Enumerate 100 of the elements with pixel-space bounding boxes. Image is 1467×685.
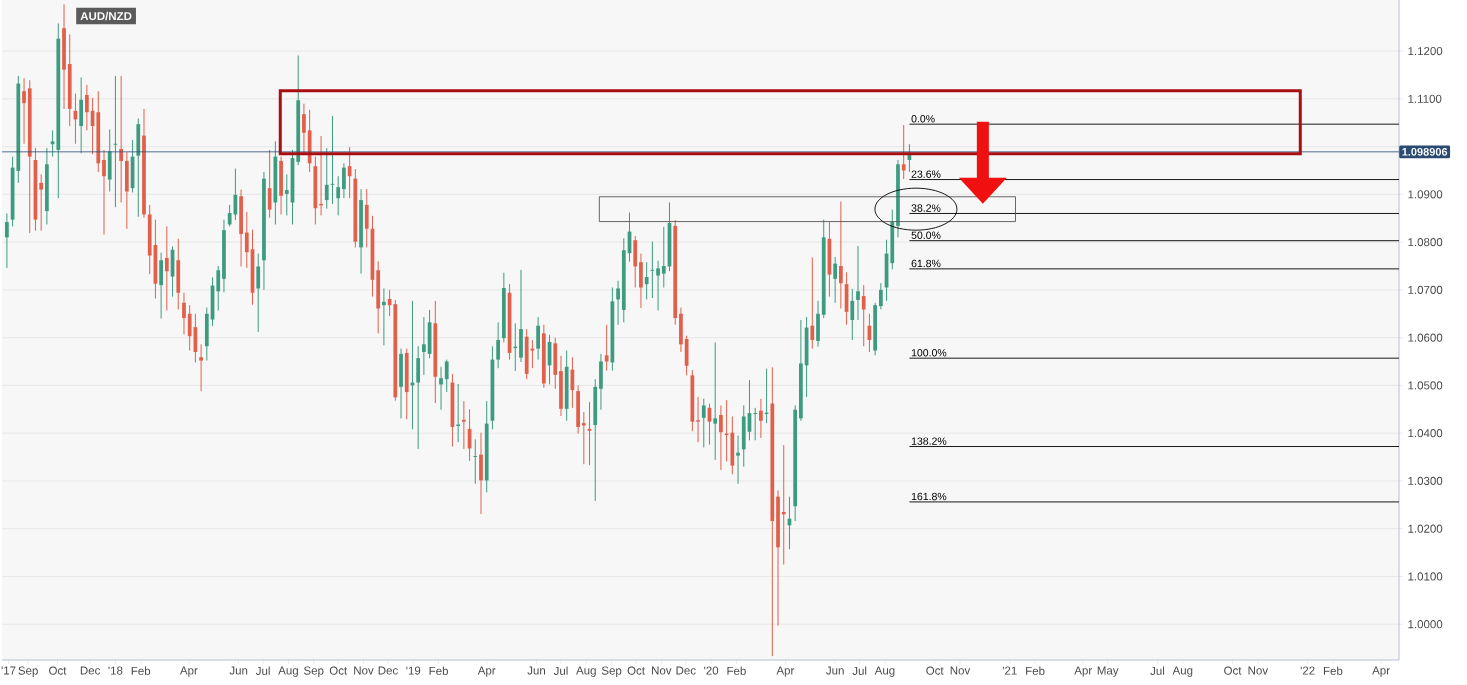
candlestick xyxy=(164,225,169,311)
candlestick xyxy=(324,147,329,210)
series-label: 100.0% xyxy=(911,349,947,357)
x-tick-label: '17 xyxy=(1,666,16,675)
candlestick xyxy=(719,404,723,471)
x-tick-label: Oct xyxy=(1224,666,1242,675)
series-label: 161.8% xyxy=(911,492,947,501)
x-tick-label: Aug xyxy=(576,666,596,677)
x-tick-label: Sep xyxy=(304,666,324,677)
x-tick-label: Aug xyxy=(278,666,298,677)
candlestick xyxy=(878,282,883,310)
x-tick-label: Nov xyxy=(652,666,672,675)
x-tick-label: '20 xyxy=(704,666,719,675)
candlestick xyxy=(382,287,386,346)
candlestick xyxy=(102,149,106,235)
candlestick xyxy=(713,341,718,461)
candlestick xyxy=(810,256,815,350)
x-tick-label: Feb xyxy=(1323,666,1343,675)
x-tick-label: Feb xyxy=(131,666,151,675)
y-tick-label: 1.0000 xyxy=(1408,620,1443,629)
y-tick-label: 1.0100 xyxy=(1408,572,1443,581)
candlestick xyxy=(182,292,186,335)
x-tick-label: Feb xyxy=(727,666,746,675)
candlestick xyxy=(216,265,221,311)
candlestick xyxy=(256,253,261,333)
candlestick xyxy=(496,321,501,369)
candlestick xyxy=(39,173,44,232)
candlestick xyxy=(616,280,620,326)
y-tick-label: 1.0300 xyxy=(1408,476,1443,485)
x-tick-label: Oct xyxy=(329,666,348,675)
candlestick xyxy=(119,75,124,203)
candlestick xyxy=(199,343,203,392)
candlestick xyxy=(227,204,232,227)
candlestick xyxy=(267,149,272,219)
candlestick xyxy=(604,324,609,372)
x-tick-label: '18 xyxy=(108,666,123,675)
candlestick xyxy=(838,201,843,309)
x-tick-label: Nov xyxy=(1248,666,1269,675)
candlestick xyxy=(473,438,478,485)
x-tick-label: Jun xyxy=(826,666,844,675)
x-tick-label: Jul xyxy=(852,666,867,675)
x-tick-label: Sep xyxy=(601,666,622,677)
y-tick-label: 1.0700 xyxy=(1408,285,1443,294)
y-tick-label: 1.0800 xyxy=(1408,238,1443,247)
candlestick xyxy=(364,188,369,248)
candlestick xyxy=(901,124,906,180)
candlestick xyxy=(650,241,655,299)
x-tick-label: Nov xyxy=(354,666,374,675)
candlestick xyxy=(656,260,660,311)
y-tick-label: 1.0400 xyxy=(1408,429,1443,438)
series-label: 138.2% xyxy=(911,437,947,445)
candlestick xyxy=(850,288,855,341)
x-tick-label: Aug xyxy=(874,666,895,677)
x-tick-label: Nov xyxy=(950,666,971,675)
y-tick-label: 1.1200 xyxy=(1408,47,1443,56)
candlestick xyxy=(444,359,449,393)
x-tick-label: Sep xyxy=(18,666,38,677)
x-tick-label: Feb xyxy=(429,666,448,675)
x-tick-label: Jul xyxy=(255,666,270,675)
candlestick xyxy=(701,398,706,448)
series-label: 0.0% xyxy=(911,115,935,123)
y-tick-label: 1.1100 xyxy=(1408,94,1442,103)
x-tick-label: Feb xyxy=(1026,666,1045,675)
y-tick-label: 1.0200 xyxy=(1408,524,1443,533)
x-tick-label: Apr xyxy=(477,666,496,677)
x-tick-label: May xyxy=(1097,666,1119,677)
candlestick xyxy=(661,226,666,288)
series-label: 61.8% xyxy=(911,259,941,268)
series-label: 23.6% xyxy=(911,170,941,178)
candlestick xyxy=(84,84,89,131)
x-tick-label: Dec xyxy=(80,666,101,675)
x-tick-label: Apr xyxy=(776,666,795,677)
candlestick xyxy=(861,284,866,347)
candlestick xyxy=(439,366,443,411)
x-tick-label: Apr xyxy=(179,666,198,677)
x-tick-label: Dec xyxy=(676,666,696,675)
candlestick xyxy=(422,316,426,376)
candlestick xyxy=(284,173,289,216)
x-tick-label: '22 xyxy=(1300,666,1315,675)
candlestick xyxy=(833,256,838,304)
candlestick xyxy=(736,435,740,485)
candlestick xyxy=(759,398,763,439)
candlestick xyxy=(5,212,9,269)
candlestick xyxy=(244,211,249,269)
candlestick xyxy=(696,396,700,443)
y-tick-label: 1.0600 xyxy=(1408,333,1443,342)
x-tick-label: Oct xyxy=(627,666,645,675)
candlestick xyxy=(342,162,346,199)
candlestick xyxy=(856,245,860,321)
x-tick-label: Apr xyxy=(1372,666,1390,677)
series-label: 50.0% xyxy=(911,231,941,239)
candlestick xyxy=(336,175,341,216)
candlestick xyxy=(644,261,649,300)
text: AUD/NZD xyxy=(80,11,132,21)
x-tick-label: Dec xyxy=(378,666,398,675)
x-tick-label: Apr xyxy=(1074,666,1092,677)
candlestick xyxy=(753,407,758,441)
x-tick-label: Jun xyxy=(229,666,248,675)
ref-line-label: 1.098906 xyxy=(1402,147,1448,156)
candlestick xyxy=(22,77,26,145)
